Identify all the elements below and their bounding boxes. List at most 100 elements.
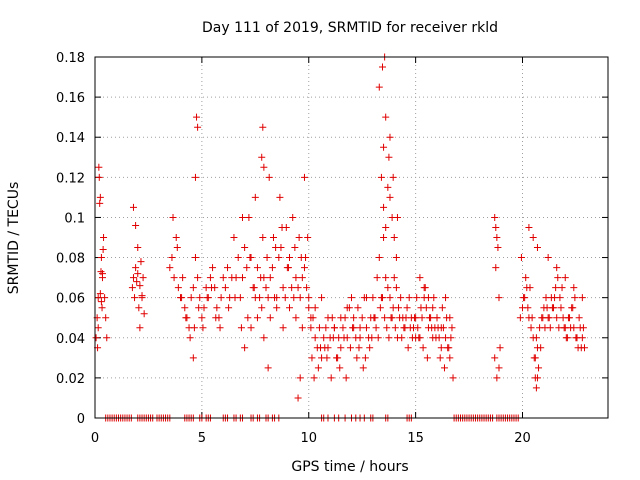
data-point (260, 334, 268, 342)
data-point (195, 304, 203, 312)
data-point (375, 254, 383, 262)
y-tick-label: 0.18 (56, 51, 85, 66)
data-point (535, 364, 543, 372)
data-point (552, 284, 560, 292)
data-point (353, 354, 361, 362)
data-point (187, 294, 195, 302)
data-point (129, 274, 137, 282)
data-point (358, 314, 366, 322)
data-point (281, 294, 289, 302)
data-point (426, 314, 434, 322)
data-point (369, 294, 377, 302)
y-tick-label: 0.02 (56, 372, 85, 387)
data-point (491, 354, 499, 362)
data-point (133, 278, 141, 286)
data-point (98, 304, 106, 312)
data-point (398, 334, 406, 342)
data-point (315, 324, 323, 332)
data-point (232, 274, 240, 282)
data-point (442, 294, 450, 302)
data-point (437, 324, 445, 332)
data-point (372, 324, 380, 332)
data-point (337, 344, 345, 352)
data-point (541, 324, 549, 332)
data-point (311, 304, 319, 312)
data-point (429, 304, 437, 312)
data-point (203, 294, 211, 302)
plot-frame (94, 56, 609, 419)
data-point (532, 384, 540, 392)
data-point (361, 354, 369, 362)
y-tick-label: 0.1 (64, 211, 85, 226)
data-point (140, 310, 148, 318)
data-point (390, 274, 398, 282)
data-point (547, 294, 555, 302)
data-point (246, 254, 254, 262)
data-point (304, 234, 312, 241)
data-point (392, 254, 400, 262)
data-point (99, 246, 107, 254)
data-point (419, 344, 427, 352)
data-point (290, 294, 298, 302)
data-point (212, 314, 220, 322)
data-point (300, 264, 308, 272)
data-point (297, 254, 305, 262)
data-point (493, 374, 501, 382)
data-point (386, 294, 394, 302)
data-point (356, 324, 364, 332)
data-point (273, 304, 281, 312)
data-point (560, 324, 568, 332)
data-point (406, 324, 414, 332)
data-point (166, 264, 174, 272)
data-point (286, 254, 294, 262)
data-point (415, 334, 423, 342)
data-point (544, 254, 552, 262)
data-point (573, 334, 581, 342)
data-point (340, 334, 348, 342)
data-point (343, 304, 351, 312)
data-point (382, 274, 390, 282)
data-point (549, 304, 557, 312)
data-point (100, 234, 108, 241)
data-point (253, 314, 261, 322)
data-point (199, 324, 207, 332)
data-point (137, 258, 145, 266)
data-point (258, 304, 266, 312)
data-point (571, 294, 579, 302)
data-point (262, 284, 270, 292)
data-point (380, 234, 388, 241)
data-point (169, 213, 177, 221)
data-point (380, 143, 388, 151)
data-point (193, 113, 201, 121)
data-point (413, 294, 421, 302)
data-point (382, 113, 390, 121)
data-point (134, 244, 142, 252)
data-point (266, 314, 274, 322)
data-point (496, 344, 504, 352)
data-point (247, 324, 255, 332)
data-point (558, 284, 566, 292)
data-point (213, 304, 221, 312)
data-point (493, 234, 501, 241)
data-point (136, 282, 144, 290)
data-point (231, 294, 239, 302)
data-point (402, 314, 410, 322)
data-point (408, 334, 416, 342)
data-point (380, 203, 388, 211)
data-point (135, 304, 143, 312)
data-point (186, 334, 194, 342)
data-point (526, 284, 534, 292)
data-point (375, 83, 383, 91)
data-point (241, 344, 249, 352)
data-point (172, 234, 180, 241)
data-point (437, 344, 445, 352)
data-point (101, 294, 109, 302)
data-point (404, 344, 412, 352)
data-point (370, 314, 378, 322)
data-point (368, 334, 376, 342)
data-point (96, 199, 104, 207)
data-point (355, 344, 363, 352)
data-point (356, 334, 364, 342)
data-point (308, 354, 316, 362)
data-point (253, 264, 261, 272)
